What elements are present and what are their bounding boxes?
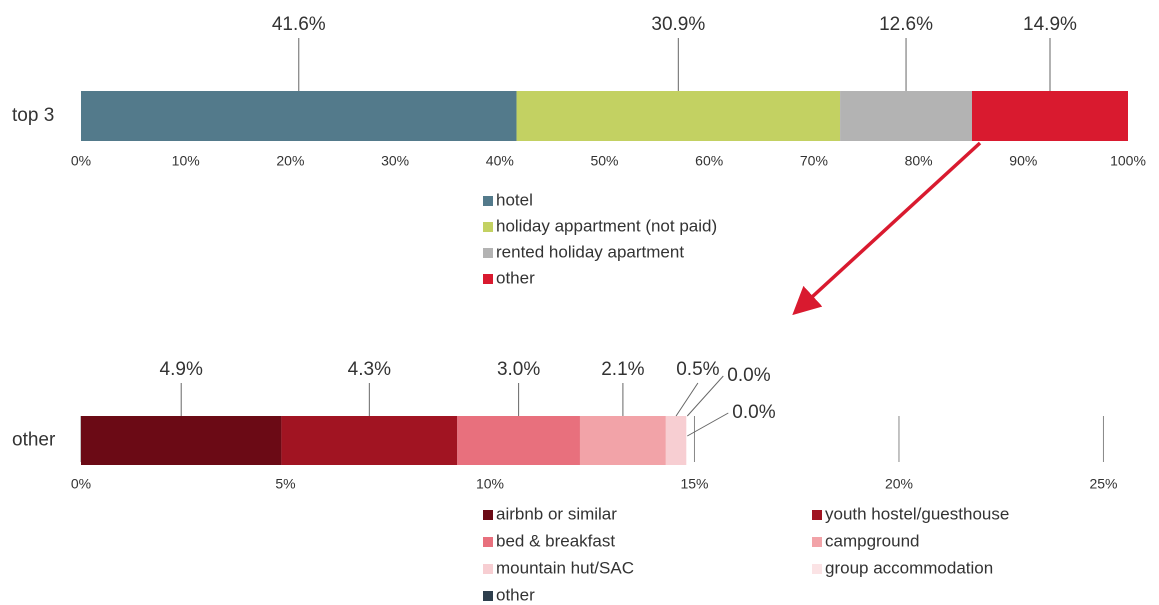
- x-tick-label: 0%: [71, 153, 91, 169]
- data-label: 0.0%: [732, 402, 775, 423]
- data-label: 2.1%: [601, 359, 644, 380]
- legend-label: group accommodation: [825, 558, 993, 577]
- x-tick-label: 10%: [172, 153, 200, 169]
- legend-swatch: [483, 196, 493, 206]
- category-label: other: [12, 430, 56, 451]
- legend-label: mountain hut/SAC: [496, 558, 634, 577]
- legend-swatch: [483, 248, 493, 258]
- x-tick-label: 5%: [275, 476, 295, 492]
- x-tick-label: 30%: [381, 153, 409, 169]
- data-label: 0.0%: [727, 365, 770, 386]
- legend-swatch: [483, 274, 493, 284]
- x-tick-label: 15%: [680, 476, 708, 492]
- legend-label: other: [496, 268, 535, 287]
- legend-swatch: [483, 564, 493, 574]
- leader-line: [687, 412, 729, 437]
- leader-line: [675, 382, 699, 417]
- legend-label: rented holiday apartment: [496, 242, 684, 261]
- legend-label: youth hostel/guesthouse: [825, 504, 1009, 523]
- data-label: 12.6%: [879, 14, 933, 35]
- data-label: 4.3%: [348, 359, 391, 380]
- legend-swatch: [483, 591, 493, 601]
- bar-segment: [971, 91, 1128, 141]
- data-label: 0.5%: [676, 359, 719, 380]
- x-tick-label: 10%: [476, 476, 504, 492]
- data-label: 41.6%: [272, 14, 326, 35]
- data-label: 30.9%: [651, 14, 705, 35]
- data-label: 14.9%: [1023, 14, 1077, 35]
- x-tick-label: 50%: [590, 153, 618, 169]
- bar-segment: [516, 91, 841, 141]
- x-tick-label: 60%: [695, 153, 723, 169]
- legend-swatch: [483, 537, 493, 547]
- bar-segment: [81, 91, 517, 141]
- x-tick-label: 70%: [800, 153, 828, 169]
- legend-label: airbnb or similar: [496, 504, 617, 523]
- legend-label: hotel: [496, 190, 533, 209]
- category-label: top 3: [12, 105, 54, 126]
- x-tick-label: 25%: [1089, 476, 1117, 492]
- x-tick-label: 0%: [71, 476, 91, 492]
- x-tick-label: 100%: [1110, 153, 1146, 169]
- legend-swatch: [812, 537, 822, 547]
- bar-segment: [579, 416, 666, 465]
- bar-segment: [840, 91, 972, 141]
- x-tick-label: 80%: [905, 153, 933, 169]
- x-tick-label: 40%: [486, 153, 514, 169]
- legend-label: other: [496, 585, 535, 604]
- legend-swatch: [812, 564, 822, 574]
- leader-line: [686, 375, 724, 417]
- bar-segment: [665, 416, 687, 465]
- legend-label: holiday appartment (not paid): [496, 216, 717, 235]
- bar-segment: [281, 416, 458, 465]
- legend-swatch: [483, 510, 493, 520]
- x-tick-label: 20%: [885, 476, 913, 492]
- drill-arrow: [792, 141, 982, 316]
- x-tick-label: 20%: [276, 153, 304, 169]
- data-label: 4.9%: [160, 359, 203, 380]
- bar-segment: [81, 416, 282, 465]
- legend-swatch: [812, 510, 822, 520]
- bar-segment: [457, 416, 580, 465]
- data-label: 3.0%: [497, 359, 540, 380]
- legend-swatch: [483, 222, 493, 232]
- legend-label: bed & breakfast: [496, 531, 615, 550]
- x-tick-label: 90%: [1009, 153, 1037, 169]
- legend-label: campground: [825, 531, 920, 550]
